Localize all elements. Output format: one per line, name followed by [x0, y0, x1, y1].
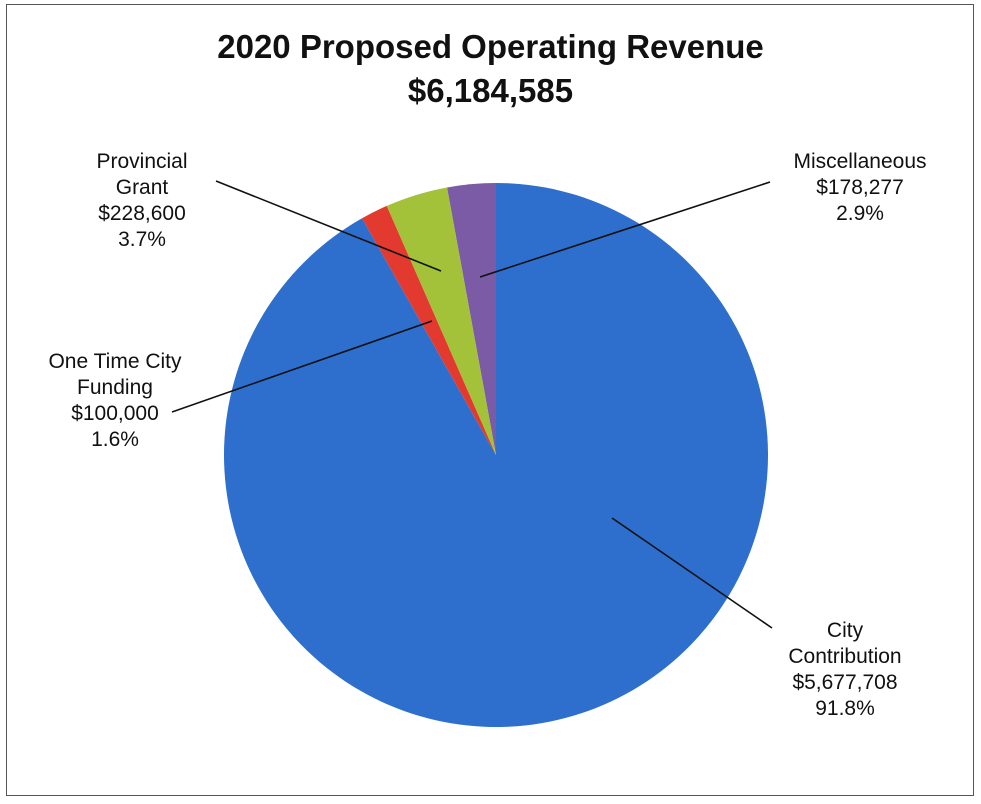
- leader-line-city-contribution: [611, 517, 773, 629]
- slice-label-line: Provincial: [96, 150, 188, 173]
- leader-line-one-time-city-funding: [171, 320, 433, 413]
- slice-amount: $5,677,708: [792, 671, 898, 694]
- slice-amount: $228,600: [98, 202, 186, 225]
- slice-percent: 91.8%: [815, 697, 875, 720]
- slice-label-line: One Time City: [48, 350, 182, 373]
- slice-label-one-time-city-funding: One Time City Funding $100,000 1.6%: [15, 349, 215, 453]
- chart-subtitle: $6,184,585: [407, 72, 574, 109]
- slice-percent: 2.9%: [836, 202, 884, 225]
- slice-label-line: Grant: [115, 176, 169, 199]
- slice-label-line: City: [826, 619, 864, 642]
- slice-label-line: Contribution: [788, 645, 902, 668]
- slice-miscellaneous: [447, 183, 496, 455]
- slice-amount: $100,000: [71, 402, 159, 425]
- slice-label-provincial-grant: Provincial Grant $228,600 3.7%: [42, 149, 242, 253]
- slice-label-line: Funding: [77, 376, 153, 399]
- slice-provincial-grant: [386, 187, 496, 455]
- slice-label-miscellaneous: Miscellaneous $178,277 2.9%: [760, 149, 960, 227]
- slice-label-city-contribution: City Contribution $5,677,708 91.8%: [745, 618, 945, 722]
- chart-title: 2020 Proposed Operating Revenue: [217, 28, 764, 65]
- leader-line-provincial-grant: [215, 180, 442, 272]
- slice-label-line: Miscellaneous: [793, 150, 927, 173]
- slice-amount: $178,277: [816, 176, 904, 199]
- leader-line-miscellaneous: [479, 181, 771, 278]
- slice-percent: 1.6%: [91, 428, 139, 451]
- slice-one-time-city-funding: [362, 205, 496, 455]
- slice-percent: 3.7%: [118, 228, 166, 251]
